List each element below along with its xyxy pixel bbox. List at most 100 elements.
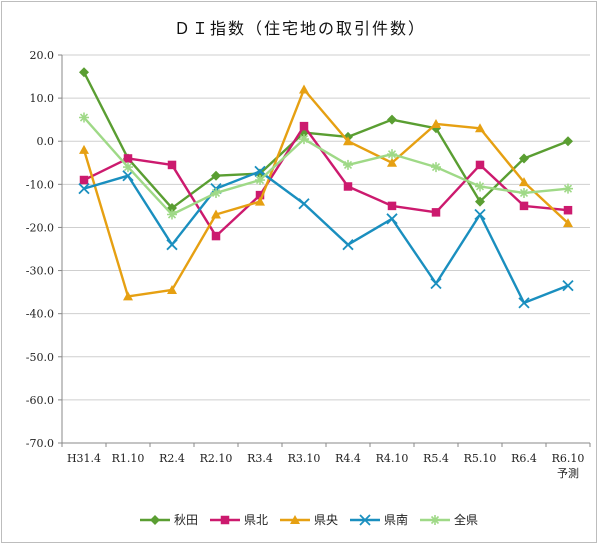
data-point [342,239,354,251]
data-point [563,183,573,194]
data-point [431,208,441,217]
legend-label: 秋田 [174,513,198,527]
data-point [123,162,133,173]
data-point [430,277,442,290]
data-point [255,175,265,186]
data-point [255,190,265,200]
legend-marker [430,515,440,525]
data-point [343,182,353,191]
x-tick-label: H31.4 [67,452,101,465]
legend-marker [150,515,160,525]
legend-label: 県北 [244,513,268,527]
data-point [211,209,221,219]
grid [62,54,590,444]
data-point [343,136,353,146]
y-tick-label: -70.0 [26,437,54,450]
data-point [211,170,221,181]
data-point [167,160,177,170]
legend-marker [359,514,371,526]
y-tick-label: -50.0 [26,351,54,364]
x-tick-label: 予測 [557,466,579,480]
data-point [387,114,397,125]
data-point [79,144,89,154]
y-tick-label: 0.0 [37,135,55,148]
data-point [255,196,265,206]
x-tick-label: R1.10 [112,452,145,465]
series-line [82,88,569,298]
data-point [563,218,573,228]
data-point [563,205,573,215]
y-tick-label: 10.0 [30,92,55,105]
data-point [518,297,530,309]
y-axis-ticks: 20.0 10.0 0.0 -10.0 -20.0 -30.0 -40.0 -50.0 -60.… [26,49,54,450]
series-line [82,71,569,210]
y-tick-label: -40.0 [26,308,54,321]
data-point [299,121,309,131]
legend-label: 県央 [314,513,338,527]
data-point [387,201,397,211]
y-tick-label: -60.0 [26,394,54,407]
x-tick-label: R6.4 [511,452,537,465]
legend-label: 県南 [384,512,408,527]
data-point [475,123,485,133]
data-point [475,196,485,207]
legend-label: 全県 [454,512,478,527]
data-point [255,168,265,179]
legend-item: 県南 [350,512,408,527]
data-point [519,177,529,187]
data-point [474,208,486,221]
data-point [167,209,177,220]
data-point [387,149,397,160]
data-point [387,157,397,167]
y-tick-label: 20.0 [30,49,55,62]
series-line [83,170,569,305]
series-1 [79,67,573,214]
x-tick-label: R4.10 [376,452,409,465]
data-point [562,280,574,292]
y-tick-label: -30.0 [26,265,54,278]
data-point [475,160,485,170]
data-point [79,67,89,78]
data-point [79,175,89,185]
x-tick-label: R2.10 [200,452,233,465]
x-tick-label: R5.10 [464,452,497,465]
legend-item: 秋田 [140,513,198,527]
data-point [79,112,89,123]
data-point [299,84,309,94]
data-point [299,134,309,145]
x-tick-label: R3.4 [247,452,273,465]
data-point [519,153,529,164]
y-tick-label: -10.0 [26,178,54,191]
data-point [298,198,310,210]
series-line [83,116,569,216]
data-point [563,136,573,147]
data-point [123,154,133,163]
data-point [211,187,221,198]
data-point [78,183,90,195]
x-tick-label: R5.4 [423,452,449,465]
series-line [83,124,569,238]
legend-item: 県央 [280,513,338,527]
x-tick-label: R3.10 [288,452,321,465]
data-point [386,213,398,225]
x-axis-ticks: H31.4 R1.10 R2.4 R2.10 R3.4 R3.10 R4.4 R4.10 R5.… [67,452,584,480]
y-tick-label: -20.0 [26,221,54,234]
legend-item: 全県 [420,512,478,527]
data-point [431,123,441,134]
data-point [431,118,441,128]
chart-title: ＤＩ指数（住宅地の取引件数） [174,19,426,38]
legend-item: 県北 [210,513,268,527]
data-point [167,284,177,294]
data-point [166,239,178,251]
data-point [254,165,266,178]
data-point [475,181,485,192]
x-tick-label: R4.4 [335,452,361,465]
axes [58,54,591,447]
data-point [519,187,529,198]
data-point [431,162,441,173]
data-point [519,201,529,211]
data-point [123,291,133,301]
series-3 [79,84,573,301]
